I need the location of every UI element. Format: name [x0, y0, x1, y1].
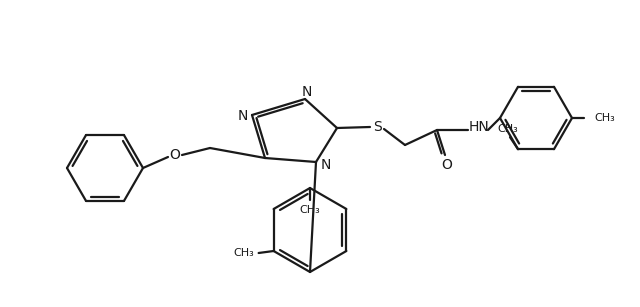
- Text: O: O: [442, 158, 452, 172]
- Text: HN: HN: [468, 120, 490, 134]
- Text: N: N: [321, 158, 331, 172]
- Text: N: N: [238, 109, 248, 123]
- Text: CH₃: CH₃: [594, 113, 615, 123]
- Text: CH₃: CH₃: [300, 205, 321, 215]
- Text: S: S: [372, 120, 381, 134]
- Text: O: O: [170, 148, 180, 162]
- Text: N: N: [302, 85, 312, 99]
- Text: CH₃: CH₃: [498, 124, 518, 134]
- Text: CH₃: CH₃: [233, 248, 254, 258]
